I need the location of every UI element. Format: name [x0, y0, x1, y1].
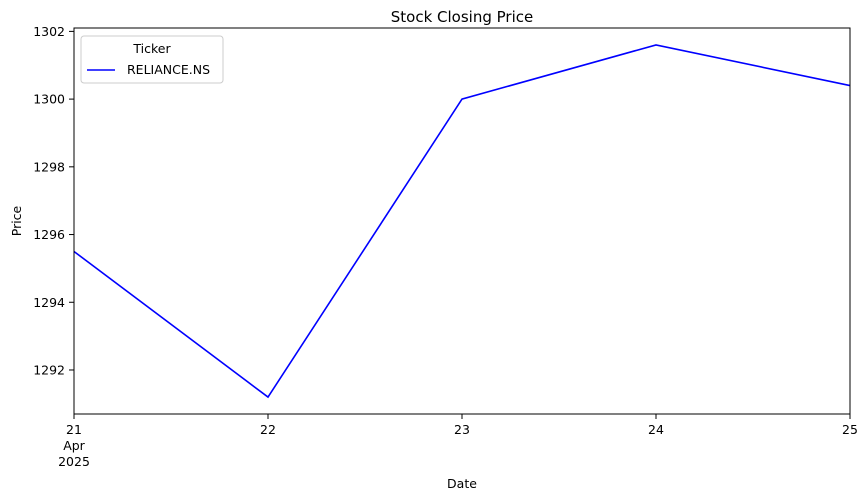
x-tick-label-day: 23 [454, 422, 470, 437]
y-tick-label: 1292 [33, 362, 65, 377]
plot-area [73, 44, 851, 399]
y-tick-label: 1302 [33, 24, 65, 39]
x-tick-label-day: 22 [260, 422, 276, 437]
series-line-reliance [73, 44, 851, 399]
legend-entry-reliance: RELIANCE.NS [127, 62, 210, 77]
legend-title: Ticker [132, 41, 171, 56]
y-tick-label: 1294 [33, 295, 65, 310]
y-tick-label: 1300 [33, 92, 65, 107]
legend-box [80, 35, 224, 84]
x-tick-label-year: 2025 [58, 454, 90, 469]
x-tick-label-day: 21 [66, 422, 82, 437]
x-tick-label-day: 24 [648, 422, 664, 437]
x-axis-label: Date [447, 476, 477, 491]
chart-title: Stock Closing Price [391, 8, 533, 26]
x-tick-label-month: Apr [63, 438, 85, 453]
y-tick-label: 1296 [33, 227, 65, 242]
plot-frame [73, 27, 851, 415]
y-tick-label: 1298 [33, 159, 65, 174]
x-tick-label-day: 25 [842, 422, 858, 437]
y-axis-label: Price [9, 205, 24, 236]
legend: Ticker RELIANCE.NS [80, 35, 224, 84]
y-axis: 1292 1294 1296 1298 1300 1302 [33, 24, 74, 377]
